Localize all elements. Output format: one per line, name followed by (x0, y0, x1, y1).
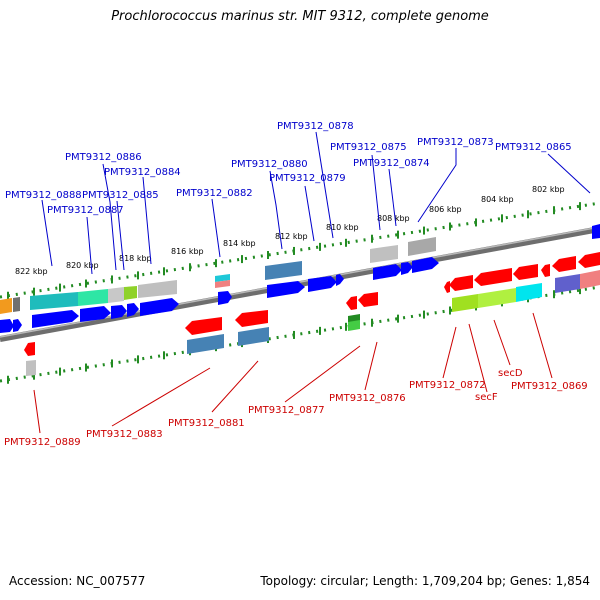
feature-box (78, 289, 108, 306)
feature-box (238, 327, 269, 346)
gene-label[interactable]: PMT9312_0881 (168, 418, 245, 429)
reverse-genes (24, 252, 600, 356)
reverse-gene-arrow (346, 296, 357, 310)
gene-label[interactable]: PMT9312_0878 (277, 121, 354, 132)
gene-label[interactable]: PMT9312_0885 (82, 190, 159, 201)
forward-gene-arrow (13, 319, 22, 332)
gene-label[interactable]: PMT9312_0880 (231, 159, 308, 170)
reverse-gene-arrow (235, 310, 268, 327)
map-title: Prochlorococcus marinus str. MIT 9312, c… (111, 9, 489, 24)
kbp-label: 802 kbp (532, 185, 565, 194)
feature-box (108, 287, 124, 303)
feature-box (30, 292, 78, 310)
gene-label[interactable]: PMT9312_0882 (176, 188, 253, 199)
accession-text: Accession: NC_007577 (9, 574, 146, 588)
reverse-gene-arrow (513, 264, 538, 280)
feature-box (408, 237, 436, 256)
kbp-label: 804 kbp (481, 195, 514, 204)
forward-genes (0, 224, 600, 333)
gene-label[interactable]: PMT9312_0889 (4, 437, 81, 448)
leader-lines-top (41, 131, 591, 275)
reverse-gene-arrow (474, 268, 512, 286)
gene-label[interactable]: PMT9312_0865 (495, 142, 572, 153)
forward-gene-arrow (80, 306, 111, 322)
kbp-label: 822 kbp (15, 267, 48, 276)
feature-band-upper (0, 237, 600, 314)
kbp-label: 810 kbp (326, 223, 359, 232)
topology-text: Topology: circular; Length: 1,709,204 bp… (260, 574, 590, 588)
gene-label[interactable]: secD (498, 368, 523, 379)
reverse-gene-arrow (358, 292, 378, 307)
forward-gene-arrow (412, 257, 439, 273)
kbp-label: 818 kbp (119, 254, 152, 263)
kbp-label: 806 kbp (429, 205, 462, 214)
gene-label[interactable]: PMT9312_0869 (511, 381, 588, 392)
gene-label[interactable]: PMT9312_0883 (86, 429, 163, 440)
forward-gene-arrow (267, 281, 305, 298)
forward-gene-arrow (308, 276, 337, 292)
gene-label[interactable]: PMT9312_0872 (409, 380, 486, 391)
gene-labels-top: PMT9312_0888 PMT9312_0887 PMT9312_0886 P… (5, 121, 572, 216)
gene-label[interactable]: PMT9312_0886 (65, 152, 142, 163)
kbp-label: 808 kbp (377, 214, 410, 223)
kbp-label: 812 kbp (275, 232, 308, 241)
gene-label[interactable]: PMT9312_0879 (269, 173, 346, 184)
feature-box (348, 320, 360, 331)
forward-gene-arrow (336, 274, 344, 286)
feature-box (13, 297, 20, 312)
forward-gene-arrow (140, 298, 179, 316)
reverse-gene-arrow (578, 252, 600, 268)
gene-label[interactable]: PMT9312_0875 (330, 142, 407, 153)
gene-label[interactable]: PMT9312_0876 (329, 393, 406, 404)
gene-label[interactable]: PMT9312_0884 (104, 167, 181, 178)
forward-gene-arrow (218, 291, 232, 305)
forward-gene-arrow (592, 224, 600, 239)
reverse-gene-arrow (541, 264, 550, 277)
forward-gene-arrow (32, 310, 79, 328)
reverse-gene-arrow (449, 275, 473, 291)
feature-box (452, 294, 478, 312)
feature-box (555, 274, 580, 293)
kbp-label: 816 kbp (171, 247, 204, 256)
reverse-gene-arrow (552, 256, 576, 272)
feature-box (580, 270, 600, 289)
kbp-labels: 822 kbp 820 kbp 818 kbp 816 kbp 814 kbp … (15, 185, 565, 276)
feature-box (187, 334, 224, 354)
gene-label[interactable]: PMT9312_0874 (353, 158, 430, 169)
feature-box (215, 280, 230, 288)
reverse-gene-arrow (444, 281, 450, 293)
kbp-label: 814 kbp (223, 239, 256, 248)
feature-box (215, 274, 230, 282)
gene-label[interactable]: PMT9312_0887 (47, 205, 124, 216)
forward-gene-arrow (401, 262, 413, 275)
gene-label[interactable]: PMT9312_0888 (5, 190, 82, 201)
reverse-gene-arrow (185, 317, 222, 335)
gene-label[interactable]: PMT9312_0873 (417, 137, 494, 148)
feature-band-lower (26, 283, 542, 376)
forward-gene-arrow (111, 305, 127, 319)
feature-box (516, 283, 542, 302)
feature-box (265, 261, 302, 280)
gene-label[interactable]: PMT9312_0877 (248, 405, 325, 416)
forward-gene-arrow (373, 264, 402, 280)
feature-box (124, 286, 137, 300)
feature-box (26, 360, 36, 376)
leader-lines-bottom (33, 312, 553, 434)
feature-box (0, 298, 12, 314)
forward-gene-arrow (127, 303, 139, 317)
feature-box (478, 288, 516, 308)
gene-label[interactable]: secF (475, 392, 498, 403)
kbp-label: 820 kbp (66, 261, 99, 270)
feature-box (138, 280, 177, 298)
reverse-gene-arrow (24, 342, 35, 356)
gene-labels-bottom: PMT9312_0889 PMT9312_0883 PMT9312_0881 P… (4, 368, 588, 448)
forward-gene-arrow (0, 319, 14, 333)
feature-box (370, 245, 398, 263)
